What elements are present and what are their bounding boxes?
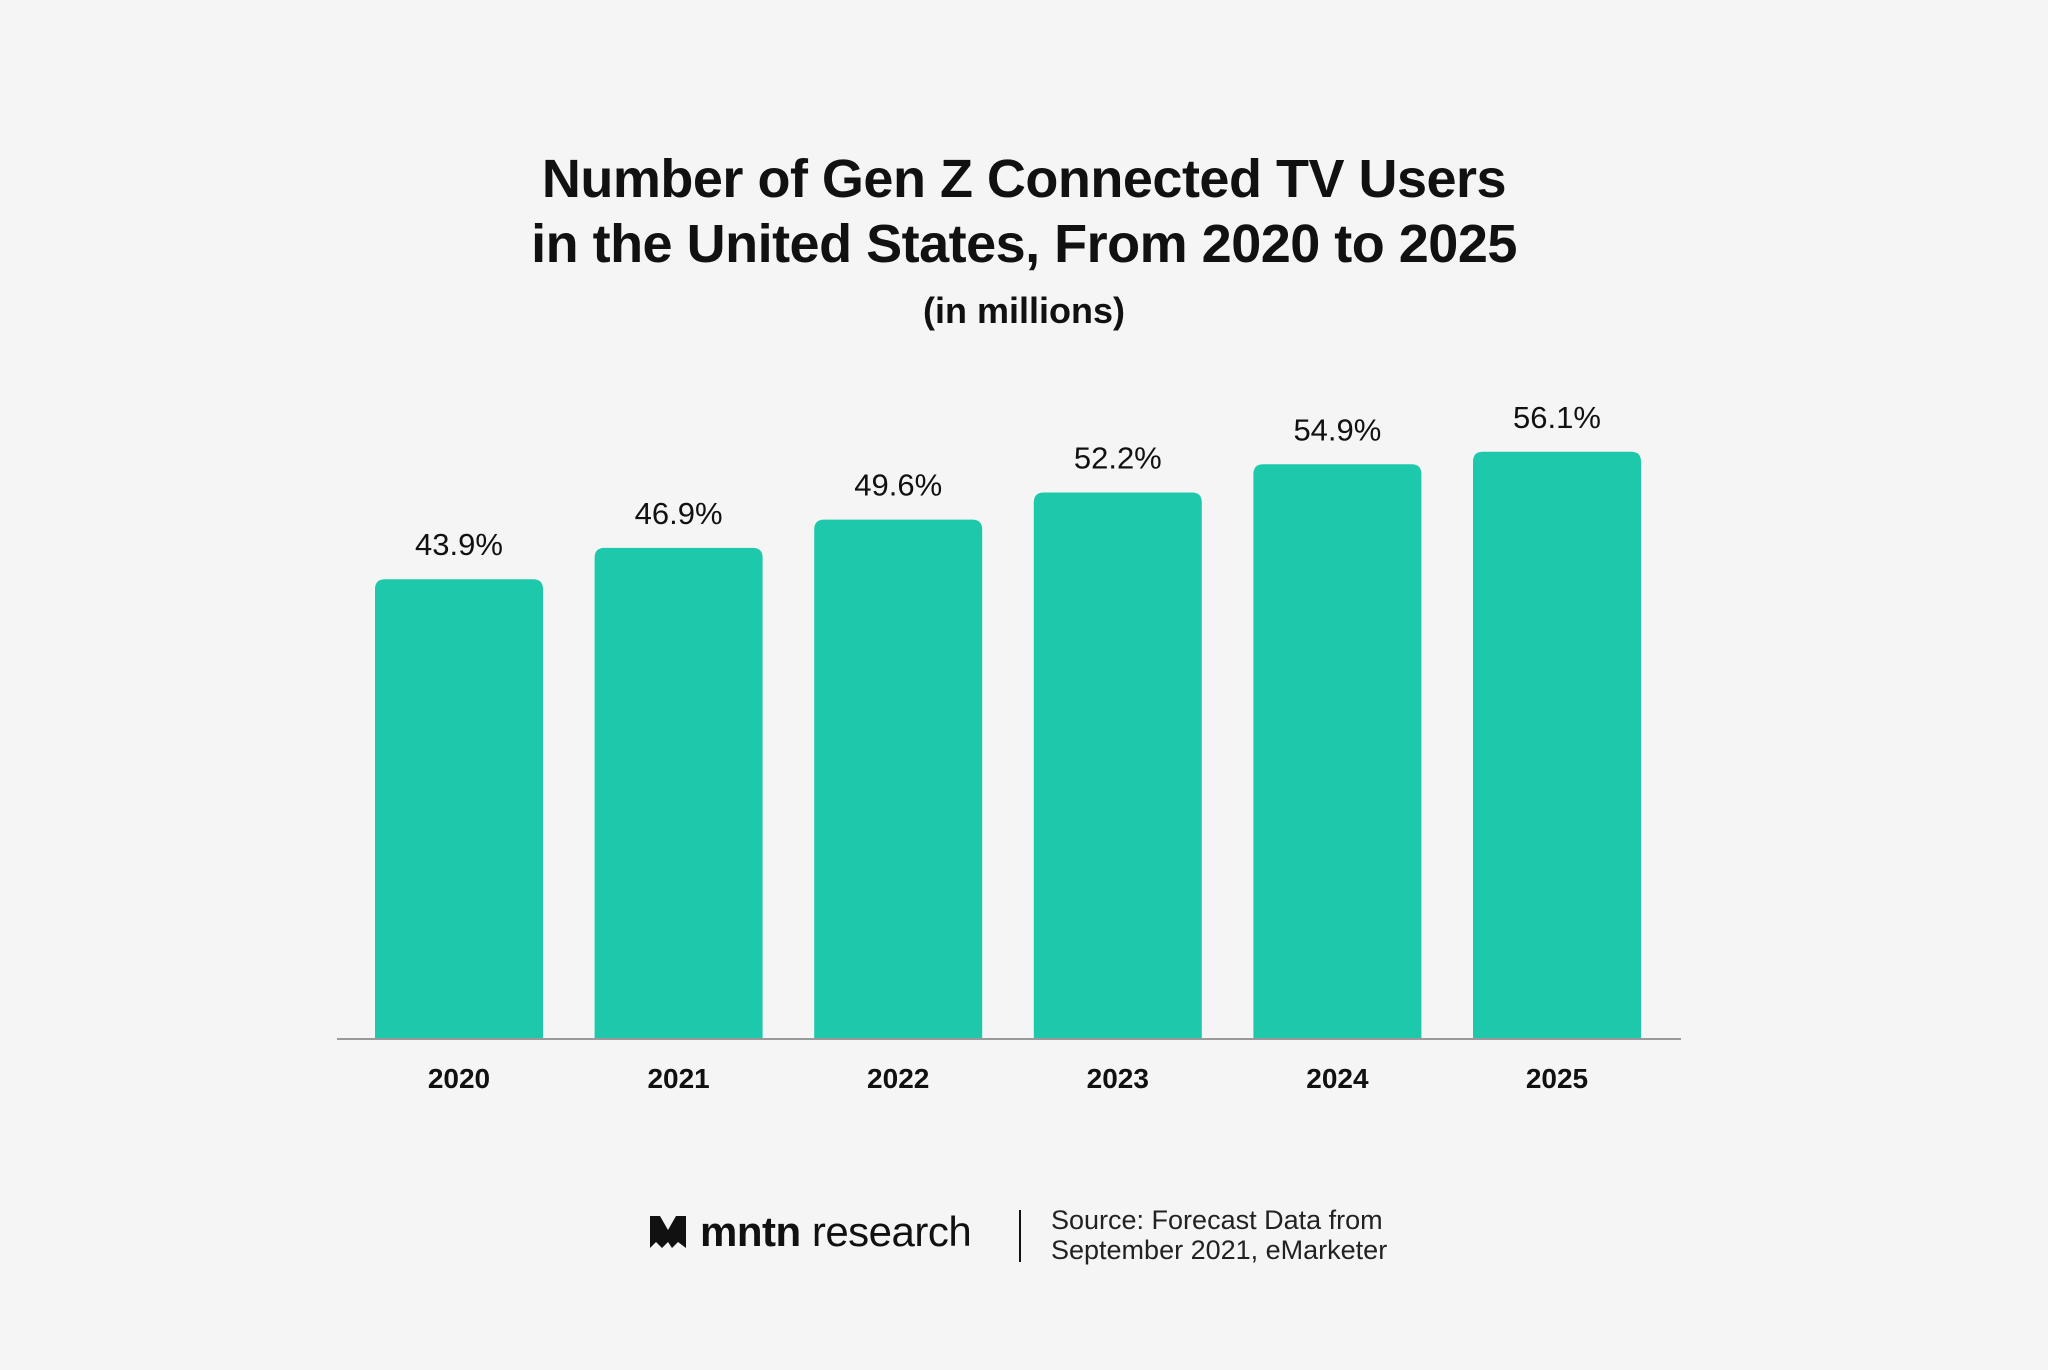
data-label-2024: 54.9% <box>1293 412 1381 447</box>
bar-2023 <box>1033 492 1202 1038</box>
chart-title-line-2: in the United States, From 2020 to 2025 <box>531 214 1517 274</box>
mntn-logo-icon <box>650 1216 686 1248</box>
brand-logo: mntn research <box>648 1208 972 1256</box>
data-label-2021: 46.9% <box>635 496 723 531</box>
footer-divider <box>1019 1210 1021 1262</box>
x-tick-label-2022: 2022 <box>867 1063 929 1094</box>
x-tick-label-2023: 2023 <box>1087 1063 1149 1094</box>
data-label-2020: 43.9% <box>415 527 503 562</box>
x-tick-label-2025: 2025 <box>1526 1063 1588 1094</box>
x-tick-label-2021: 2021 <box>647 1063 709 1094</box>
x-tick-label-2020: 2020 <box>428 1063 490 1094</box>
source-line-2: September 2021, eMarketer <box>1051 1235 1388 1265</box>
chart-subtitle: (in millions) <box>923 290 1125 331</box>
source-note: Source: Forecast Data from September 202… <box>1051 1205 1387 1265</box>
bar-2024 <box>1253 464 1422 1038</box>
bar-2020 <box>375 579 543 1038</box>
bar-2021 <box>594 547 763 1038</box>
data-label-2022: 49.6% <box>854 468 942 503</box>
x-tick-label-2024: 2024 <box>1306 1063 1369 1094</box>
brand-name: mntn research <box>700 1208 972 1255</box>
data-label-2025: 56.1% <box>1513 400 1601 435</box>
data-label-2023: 52.2% <box>1074 441 1162 476</box>
chart-title-line-1: Number of Gen Z Connected TV Users <box>541 149 1507 209</box>
bar-2022 <box>814 519 983 1038</box>
bar-2025 <box>1473 451 1641 1038</box>
source-line-1: Source: Forecast Data from <box>1051 1205 1383 1235</box>
